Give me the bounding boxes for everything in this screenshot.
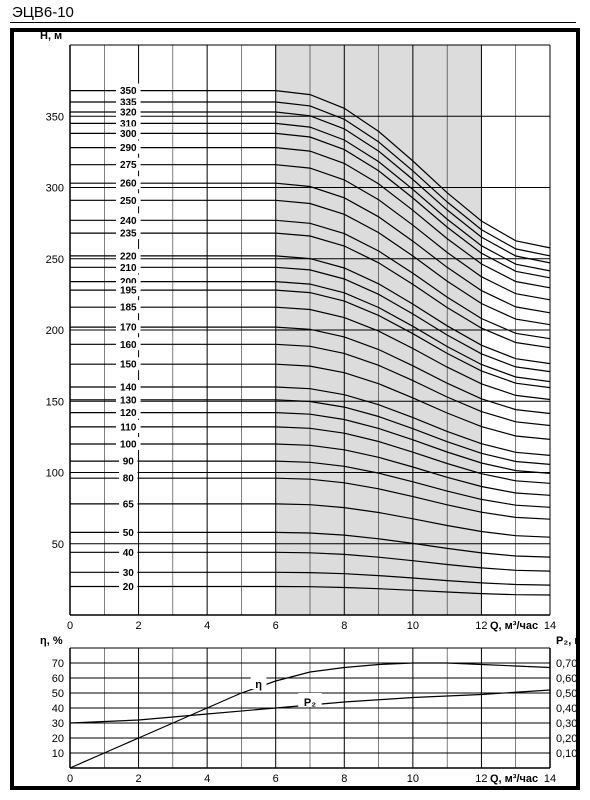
- curve-label: 50: [123, 528, 135, 539]
- ytick-label: 350: [46, 111, 64, 123]
- ytick-right: 0,30: [556, 718, 576, 730]
- xtick-label: 2: [136, 620, 142, 632]
- xlabel: Q, м³/час: [490, 620, 538, 632]
- curve-label: 110: [120, 422, 137, 433]
- ytick-left: 40: [52, 703, 64, 715]
- ytick-right: 0,20: [556, 733, 576, 745]
- xtick-label: 12: [475, 773, 487, 785]
- curve-label: 20: [123, 582, 135, 593]
- ytick-right: 0,10: [556, 748, 576, 760]
- main-chart: 5010015020025030035002468101214H, мQ, м³…: [14, 32, 576, 786]
- curve-label: 120: [120, 408, 137, 419]
- ytick-label: 50: [52, 539, 64, 551]
- eta-label: η: [255, 679, 262, 691]
- ylabel-left: η, %: [40, 635, 63, 647]
- xtick-label: 6: [273, 620, 279, 632]
- curve-label: 65: [123, 499, 135, 510]
- curve-label: 250: [120, 196, 137, 207]
- title-underline: [10, 22, 576, 23]
- curve-label: 275: [120, 160, 137, 171]
- curve-label: 170: [120, 323, 137, 334]
- curve-label: 30: [123, 568, 135, 579]
- ytick-left: 10: [52, 748, 64, 760]
- xtick-label: 4: [204, 620, 210, 632]
- ytick-label: 250: [46, 254, 64, 266]
- curve-label: 40: [123, 548, 135, 559]
- page: ЭЦВ6-10 5010015020025030035002468101214H…: [0, 0, 590, 800]
- xlabel: Q, м³/час: [490, 773, 538, 785]
- page-title: ЭЦВ6-10: [12, 4, 74, 21]
- ylabel: H, м: [40, 32, 62, 42]
- ylabel-right: P₂, кВт: [556, 635, 576, 647]
- ytick-left: 20: [52, 733, 64, 745]
- ytick-left: 50: [52, 688, 64, 700]
- curve-label: 210: [120, 263, 137, 274]
- xtick-label: 6: [273, 773, 279, 785]
- curve-label: 160: [120, 340, 137, 351]
- ytick-label: 150: [46, 396, 64, 408]
- ytick-right: 0,50: [556, 688, 576, 700]
- xtick-label: 2: [136, 773, 142, 785]
- curve-label: 260: [120, 179, 137, 190]
- curve-label: 150: [120, 360, 137, 371]
- xtick-label: 10: [407, 773, 419, 785]
- curve-label: 290: [120, 143, 137, 154]
- ytick-label: 300: [46, 183, 64, 195]
- ytick-right: 0,70: [556, 658, 576, 670]
- xtick-label: 14: [544, 773, 556, 785]
- p2-label: P₂: [304, 697, 316, 709]
- xtick-label: 4: [204, 773, 210, 785]
- curve-label: 235: [120, 229, 137, 240]
- curve-label: 185: [120, 303, 137, 314]
- curve-label: 130: [120, 395, 137, 406]
- curve-label: 240: [120, 216, 137, 227]
- curve-label: 100: [120, 440, 137, 451]
- ytick-left: 60: [52, 673, 64, 685]
- xtick-label: 12: [475, 620, 487, 632]
- xtick-label: 14: [544, 620, 556, 632]
- xtick-label: 10: [407, 620, 419, 632]
- curve-label: 90: [123, 457, 135, 468]
- xtick-label: 8: [341, 773, 347, 785]
- xtick-label: 0: [67, 773, 73, 785]
- hq-chart: 50 100 150 200 250 300 350 0 2 4 6 8 10 12 14 H, м Q, м³…: [40, 32, 556, 632]
- curve-label: 195: [120, 286, 137, 297]
- ytick-left: 30: [52, 718, 64, 730]
- curve-label: 300: [120, 129, 137, 140]
- ytick-right: 0,60: [556, 673, 576, 685]
- chart-frame: 5010015020025030035002468101214H, мQ, м³…: [10, 28, 580, 790]
- xtick-label: 8: [341, 620, 347, 632]
- ytick-label: 200: [46, 325, 64, 337]
- eff-chart: 102030405060700,100,200,300,400,500,600,…: [40, 635, 576, 785]
- ytick-label: 100: [46, 468, 64, 480]
- curve-label: 80: [123, 474, 135, 485]
- xtick-label: 0: [67, 620, 73, 632]
- ytick-left: 70: [52, 658, 64, 670]
- curve-label: 140: [120, 383, 137, 394]
- ytick-right: 0,40: [556, 703, 576, 715]
